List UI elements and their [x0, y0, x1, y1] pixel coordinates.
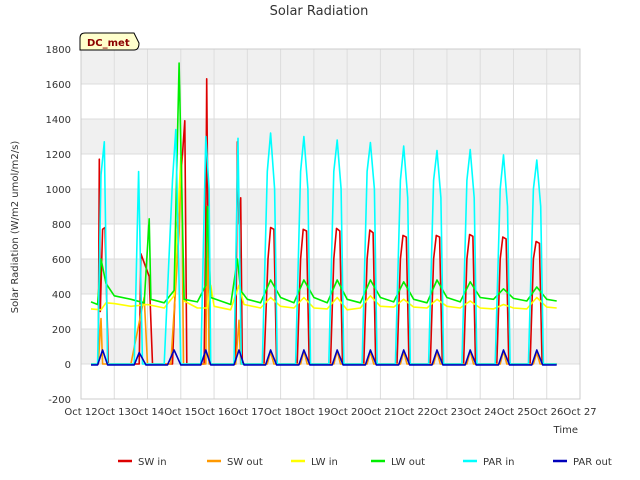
x-tick-label: Oct 17: [231, 407, 264, 418]
chart-title: Solar Radiation: [270, 4, 369, 19]
series-line-sw-out: [91, 155, 557, 365]
x-tick-label: Oct 24: [464, 407, 497, 418]
y-tick-label: 1800: [46, 45, 71, 56]
badge-label: DC_met: [87, 38, 130, 49]
legend-label-par-out: PAR out: [573, 457, 612, 468]
plot-frame: [80, 48, 581, 400]
x-tick-label: Oct 20: [331, 407, 364, 418]
legend-label-lw-in: LW in: [311, 457, 338, 468]
series-line-lw-in: [90, 156, 557, 311]
x-tick-label: Oct 18: [264, 407, 297, 418]
x-tick-label: Oct 26: [530, 407, 563, 418]
x-tick-label: Oct 14: [131, 407, 164, 418]
x-tick-label: Oct 16: [197, 407, 230, 418]
x-tick-label: Oct 19: [297, 407, 330, 418]
legend-label-lw-out: LW out: [391, 457, 425, 468]
y-axis-ticks: -200 0 200 400 600 800 1000 1200 1400 1600 1800: [46, 45, 71, 406]
series-line-lw-out: [90, 62, 557, 306]
x-axis-label: Time: [553, 425, 578, 436]
x-tick-label: Oct 25: [497, 407, 530, 418]
background-band: [81, 49, 580, 84]
y-tick-label: 1000: [46, 185, 71, 196]
x-tick-label: Oct 21: [364, 407, 397, 418]
background-band: [81, 189, 580, 224]
y-axis-label: Solar Radiation (W/m2 umol/m2/s): [10, 141, 21, 314]
y-tick-label: 200: [52, 325, 71, 336]
series-lines: [90, 62, 557, 366]
x-tick-label: Oct 15: [164, 407, 197, 418]
series-line-par-out: [91, 349, 557, 366]
series-line-par-in: [91, 128, 557, 365]
y-tick-label: 800: [52, 220, 71, 231]
x-tick-label: Oct 23: [430, 407, 463, 418]
x-tick-label: Oct 13: [98, 407, 131, 418]
y-tick-label: 400: [52, 290, 71, 301]
background-band: [81, 119, 580, 154]
legend: SW in SW out LW in LW out PAR in PAR out: [118, 457, 612, 468]
x-axis-ticks: Oct 12 Oct 13 Oct 14 Oct 15 Oct 16 Oct 17 Oct …: [64, 407, 596, 418]
y-tick-label: 1600: [46, 80, 71, 91]
badge-shape: [79, 32, 140, 51]
legend-label-sw-in: SW in: [138, 457, 167, 468]
legend-label-par-in: PAR in: [483, 457, 514, 468]
y-tick-label: -200: [48, 395, 71, 406]
y-tick-label: 600: [52, 255, 71, 266]
y-tick-label: 1400: [46, 115, 71, 126]
legend-label-sw-out: SW out: [227, 457, 263, 468]
x-tick-label: Oct 27: [563, 407, 596, 418]
x-tick-label: Oct 22: [397, 407, 430, 418]
dc-met-badge: DC_met: [79, 32, 140, 51]
x-tick-label: Oct 12: [64, 407, 97, 418]
y-tick-label: 0: [65, 360, 71, 371]
y-tick-label: 1200: [46, 150, 71, 161]
